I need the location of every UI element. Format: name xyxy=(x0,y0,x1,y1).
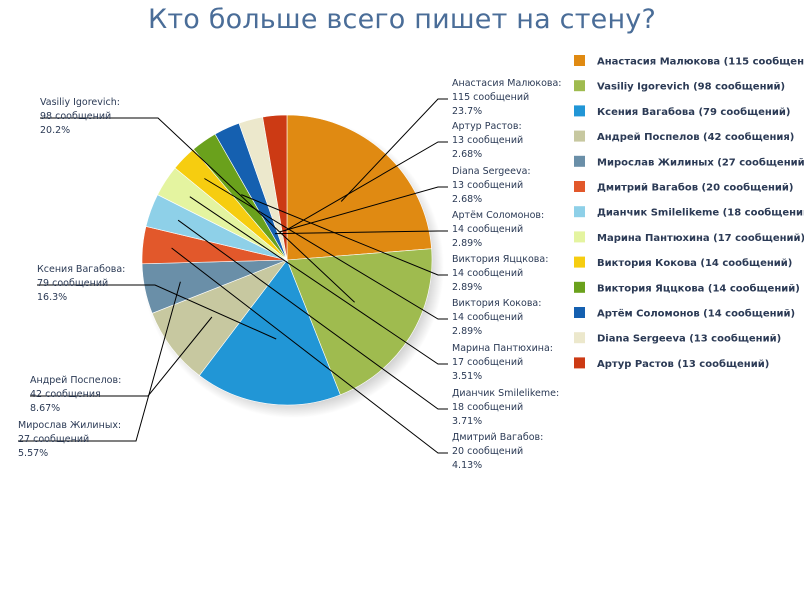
legend-swatch-6 xyxy=(574,181,585,192)
pie-slice-3[interactable] xyxy=(198,259,341,406)
slice-label-1-line-2: 115 сообщений xyxy=(452,92,529,103)
slice-label-8-line-3: 3.51% xyxy=(452,371,482,382)
slice-label-4-line-1: Андрей Поспелов: xyxy=(30,375,121,386)
slice-label-7-line-2: 18 сообщений xyxy=(452,402,523,413)
slice-label-13-line-2: 13 сообщений xyxy=(452,135,523,146)
slice-labels: Анастасия Малюкова: 115 сообщений 23.7% Vas… xyxy=(18,78,562,471)
slice-label-1-line-3: 23.7% xyxy=(452,106,482,117)
leader-line-6 xyxy=(171,247,448,454)
slice-label-3-line-2: 79 сообщений xyxy=(37,278,108,289)
leader-line-9 xyxy=(204,178,448,320)
legend-swatch-8 xyxy=(574,231,585,243)
leader-line-13 xyxy=(284,141,448,232)
legend-label-1: Анастасия Малюкова (115 сообщени xyxy=(597,56,804,68)
legend-label-12: Diana Sergeeva (13 сообщений) xyxy=(597,333,781,345)
leader-lines xyxy=(18,98,448,454)
slice-label-12-line-1: Diana Sergeeva: xyxy=(452,166,531,177)
legend-swatch-2 xyxy=(574,80,585,92)
leader-line-3 xyxy=(37,284,277,340)
pie-slice-13[interactable] xyxy=(262,114,288,261)
legend-swatch-12 xyxy=(574,332,585,344)
pie-slice-2[interactable] xyxy=(286,248,433,396)
slice-label-4-line-2: 42 сообщения xyxy=(30,389,101,400)
slice-label-2-line-2: 98 сообщений xyxy=(40,111,111,122)
slice-label-13-line-3: 2.68% xyxy=(452,149,482,160)
legend-swatch-3 xyxy=(574,105,585,117)
pie-slices xyxy=(141,114,433,406)
slice-label-10-line-3: 2.89% xyxy=(452,282,482,293)
slice-label-4-line-3: 8.67% xyxy=(30,403,60,414)
slice-label-13-line-1: Артур Растов: xyxy=(452,121,522,132)
leader-line-11 xyxy=(274,230,448,235)
slice-label-2-line-1: Vasiliy Igorevich: xyxy=(40,97,120,108)
slice-label-3-line-1: Ксения Вагабова: xyxy=(37,264,125,275)
slice-label-10-line-1: Виктория Яццкова: xyxy=(452,254,548,265)
slice-label-9-line-3: 2.89% xyxy=(452,326,482,337)
slice-label-6-line-2: 20 сообщений xyxy=(452,446,523,457)
leader-line-5 xyxy=(18,281,181,442)
leader-line-7 xyxy=(177,219,448,410)
leader-line-12 xyxy=(279,186,448,233)
legend-label-3: Ксения Вагабова (79 сообщений) xyxy=(597,106,790,118)
slice-label-10-line-2: 14 сообщений xyxy=(452,268,523,279)
slice-label-1-line-1: Анастасия Малюкова: xyxy=(452,78,562,89)
slice-label-11-line-1: Артём Соломонов: xyxy=(452,210,544,221)
slice-label-7-line-3: 3.71% xyxy=(452,416,482,427)
slice-label-6-line-1: Дмитрий Вагабов: xyxy=(452,432,543,443)
legend-swatch-10 xyxy=(574,281,585,293)
leader-line-8 xyxy=(189,196,448,365)
legend-swatch-11 xyxy=(574,307,585,318)
slice-label-12-line-2: 13 сообщений xyxy=(452,180,523,191)
legend-swatch-13 xyxy=(574,357,585,369)
leader-line-10 xyxy=(241,194,448,276)
slice-label-9-line-2: 14 сообщений xyxy=(452,312,523,323)
leader-line-4 xyxy=(30,316,213,397)
legend-swatch-5 xyxy=(574,155,585,167)
legend-label-8: Марина Пантюхина (17 сообщений) xyxy=(597,232,804,244)
slice-label-11-line-2: 14 сообщений xyxy=(452,224,523,235)
legend-label-5: Мирослав Жилиных (27 сообщений) xyxy=(597,156,804,168)
slice-label-8-line-2: 17 сообщений xyxy=(452,357,523,368)
slice-label-6-line-3: 4.13% xyxy=(452,460,482,471)
legend-label-2: Vasiliy Igorevich (98 сообщений) xyxy=(597,81,785,93)
chart-title: Кто больше всего пишет на стену? xyxy=(147,4,657,35)
legend-label-4: Андрей Поспелов (42 сообщения) xyxy=(597,131,794,143)
slice-label-5-line-3: 5.57% xyxy=(18,448,48,459)
legend-label-13: Артур Растов (13 сообщений) xyxy=(597,358,769,370)
legend-swatch-9 xyxy=(574,256,585,268)
slice-label-9-line-1: Виктория Кокова: xyxy=(452,298,541,309)
legend-label-9: Виктория Кокова (14 сообщений) xyxy=(597,257,792,269)
slice-label-7-line-1: Дианчик Smilelikeme: xyxy=(452,388,559,399)
slice-label-5-line-2: 27 сообщений xyxy=(18,434,89,445)
legend-label-11: Артём Соломонов (14 сообщений) xyxy=(597,308,795,320)
leader-line-2 xyxy=(40,117,355,303)
legend: Анастасия Малюкова (115 сообщени Vasiliy … xyxy=(574,55,804,370)
legend-label-7: Дианчик Smilelikeme (18 сообщений) xyxy=(597,207,804,219)
legend-swatch-1 xyxy=(574,55,585,66)
legend-swatch-4 xyxy=(574,130,585,142)
legend-label-6: Дмитрий Вагабов (20 сообщений) xyxy=(597,182,794,194)
legend-swatch-7 xyxy=(574,206,585,218)
slice-label-2-line-3: 20.2% xyxy=(40,125,70,136)
slice-label-11-line-3: 2.89% xyxy=(452,238,482,249)
slice-label-5-line-1: Мирослав Жилиных: xyxy=(18,420,121,431)
slice-label-8-line-1: Марина Пантюхина: xyxy=(452,343,553,354)
legend-label-10: Виктория Яццкова (14 сообщений) xyxy=(597,282,800,294)
leader-line-1 xyxy=(340,98,448,202)
slice-label-3-line-3: 16.3% xyxy=(37,292,67,303)
slice-label-12-line-3: 2.68% xyxy=(452,194,482,205)
